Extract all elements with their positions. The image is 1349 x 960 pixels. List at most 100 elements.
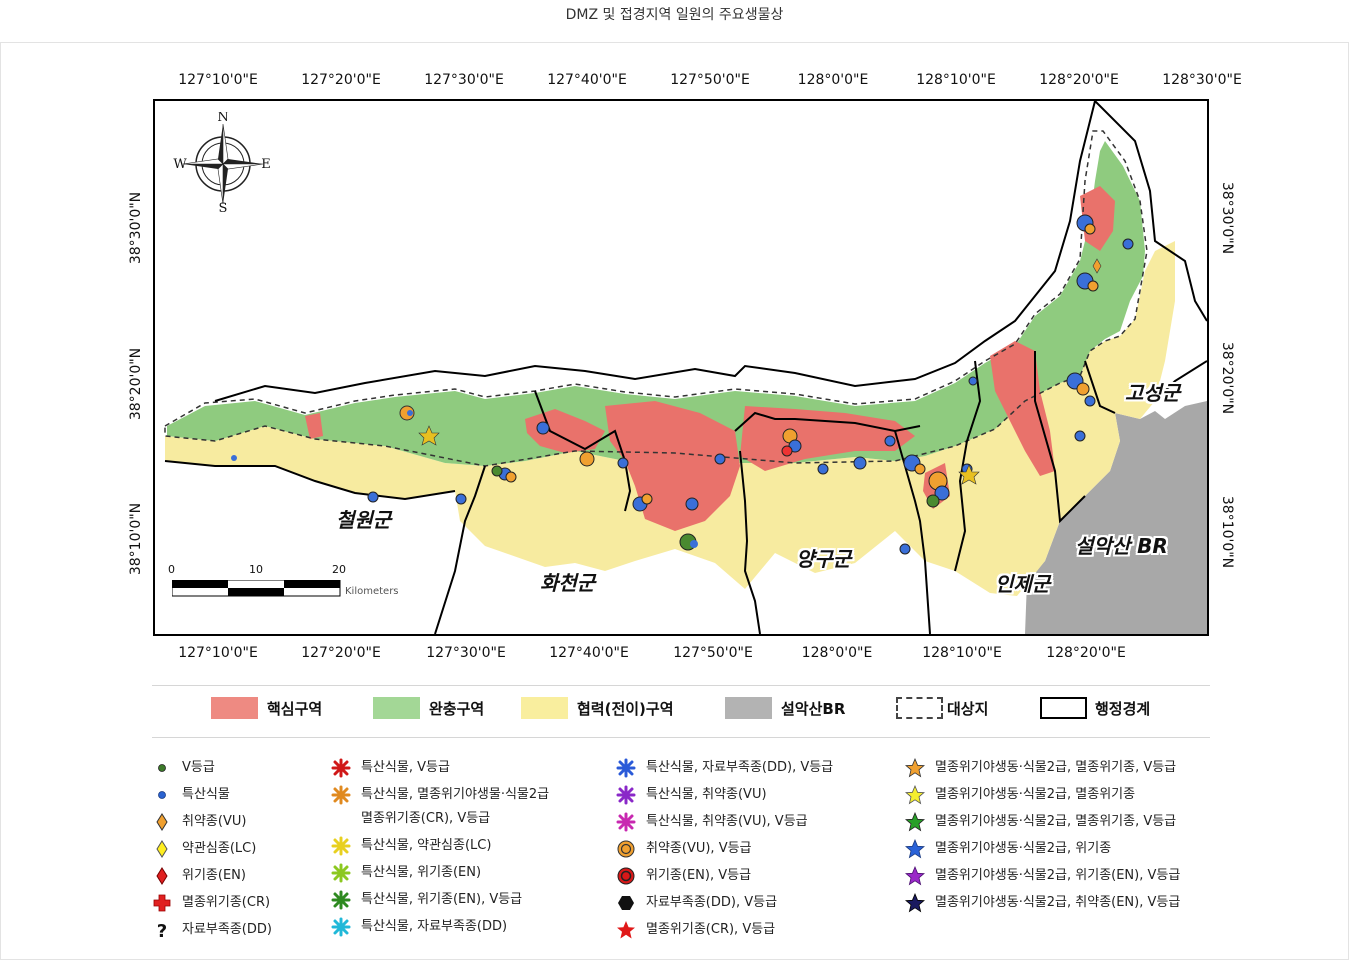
symbol-legend: V등급 특산식물 취약종(VU) 약관심종(LC) 위기종(EN) 멸종위기종(…: [0, 752, 1349, 952]
county-label-yanggu: 양구군: [796, 547, 852, 571]
legend-label: 특산식물, 멸종위기야생물·식물2급: [361, 787, 550, 802]
lon-label-top: 128°20'0"E: [1039, 72, 1119, 88]
lon-label-bottom: 128°0'0"E: [801, 645, 873, 661]
legend-label: 행정경계: [1095, 699, 1151, 718]
legend-seoraksan: 설악산BR: [725, 697, 845, 719]
lon-label-top: 127°30'0"E: [424, 72, 504, 88]
legend-label: 멸종위기야생동·식물2급, 위기종: [935, 841, 1112, 856]
legend-swatch-transition: [521, 697, 568, 719]
legend-item: 멸종위기야생동·식물2급, 멸종위기종: [905, 785, 1135, 808]
legend-label: 자료부족종(DD), V등급: [646, 895, 778, 910]
legend-item: 약관심종(LC): [152, 839, 256, 862]
compass-south: S: [219, 201, 228, 212]
legend-label: 특산식물, 자료부족종(DD), V등급: [646, 760, 834, 775]
legend-label: 자료부족종(DD): [182, 922, 272, 937]
legend-item: 취약종(VU): [152, 812, 246, 835]
legend-swatch-core: [211, 697, 258, 719]
zone-legend: 핵심구역 완충구역 협력(전이)구역 설악산BR 대상지 행정경계: [0, 697, 1349, 727]
burst-blue-icon: [616, 758, 636, 778]
diamond-orange-icon: [152, 812, 172, 832]
legend-label: 위기종(EN), V등급: [646, 868, 752, 883]
lon-label-bottom: 127°50'0"E: [673, 645, 753, 661]
legend-item: 위기종(EN): [152, 866, 246, 889]
legend-label: 멸종위기종(CR), V등급: [646, 922, 776, 937]
legend-label: 협력(전이)구역: [577, 699, 674, 718]
lat-label-left: 38°10'0"N: [128, 502, 144, 576]
hexagon-black-icon: [616, 893, 636, 913]
star-orange-icon: [905, 758, 925, 778]
small-dot-blue-icon: [152, 785, 172, 805]
legend-label: 특산식물: [182, 787, 230, 802]
core-zone: [1080, 186, 1115, 251]
legend-item: 특산식물, 약관심종(LC): [331, 836, 491, 859]
star-blue-icon: [905, 839, 925, 859]
legend-label: 특산식물, 취약종(VU), V등급: [646, 814, 808, 829]
burst-lime-icon: [331, 863, 351, 883]
star-navy-icon: [905, 893, 925, 913]
legend-label: 멸종위기야생동·식물2급, 멸종위기종, V등급: [935, 814, 1177, 829]
lon-label-top: 127°20'0"E: [301, 72, 381, 88]
legend-item: 멸종위기야생동·식물2급, 위기종: [905, 839, 1111, 862]
legend-item: 특산식물, 취약종(VU): [616, 785, 767, 808]
cross-red-icon: [152, 893, 172, 913]
burst-cyan-icon: [331, 917, 351, 937]
legend-admin-boundary: 행정경계: [1040, 697, 1150, 719]
legend-label: 특산식물, V등급: [361, 760, 450, 775]
legend-label: 특산식물, 약관심종(LC): [361, 838, 492, 853]
lon-label-top: 127°50'0"E: [670, 72, 750, 88]
legend-item: 특산식물, 위기종(EN): [331, 863, 481, 886]
core-zone: [990, 341, 1055, 476]
legend-label: 완충구역: [429, 699, 485, 718]
buffer-zone: [167, 141, 1145, 466]
star-purple-icon: [905, 866, 925, 886]
legend-core: 핵심구역: [211, 697, 322, 719]
legend-label: 위기종(EN): [182, 868, 246, 883]
legend-label: 멸종위기야생동·식물2급, 멸종위기종, V등급: [935, 760, 1177, 775]
compass-north: N: [217, 112, 228, 125]
ring-orange-icon: [616, 839, 636, 859]
diamond-red-icon: [152, 866, 172, 886]
compass-rose-icon: N S W E: [173, 110, 273, 216]
legend-item: 위기종(EN), V등급: [616, 866, 751, 889]
star-green-icon: [905, 812, 925, 832]
legend-swatch-study-area: [896, 697, 943, 719]
ring-red-icon: [616, 866, 636, 886]
lon-label-bottom: 127°10'0"E: [178, 645, 258, 661]
legend-item: 멸종위기야생동·식물2급, 취약종(EN), V등급: [905, 893, 1180, 916]
legend-item: V등급: [152, 758, 215, 781]
lon-label-top: 128°30'0"E: [1162, 72, 1242, 88]
burst-red-icon: [331, 758, 351, 778]
legend-label: 멸종위기야생동·식물2급, 멸종위기종: [935, 787, 1136, 802]
legend-item: 멸종위기야생동·식물2급, 멸종위기종, V등급: [905, 758, 1176, 781]
legend-divider: [152, 737, 1210, 738]
lon-label-bottom: 127°40'0"E: [549, 645, 629, 661]
legend-swatch-seoraksan: [725, 697, 772, 719]
lat-label-right: 38°30'0"N: [1219, 181, 1235, 255]
legend-item: 특산식물: [152, 785, 230, 808]
scale-tick: 10: [249, 563, 263, 576]
legend-label: V등급: [182, 760, 215, 775]
legend-item: 멸종위기종(CR): [152, 893, 270, 916]
legend-item: 멸종위기야생동·식물2급, 멸종위기종, V등급: [905, 812, 1176, 835]
county-label-goseong: 고성군: [1125, 381, 1181, 405]
lon-label-top: 128°10'0"E: [916, 72, 996, 88]
lat-label-left: 38°20'0"N: [128, 347, 144, 421]
legend-item: 특산식물, 멸종위기야생물·식물2급: [331, 785, 549, 808]
compass-west: W: [173, 157, 187, 172]
legend-item: 특산식물, 위기종(EN), V등급: [331, 890, 522, 913]
legend-swatch-admin-boundary: [1040, 697, 1087, 719]
question-black-icon: ?: [152, 920, 172, 940]
scale-tick: 20: [332, 563, 346, 576]
lat-label-left: 38°30'0"N: [128, 191, 144, 265]
map-frame: [153, 99, 1209, 636]
legend-label: 핵심구역: [267, 699, 323, 718]
legend-item: 특산식물, V등급: [331, 758, 450, 781]
lon-label-top: 127°40'0"E: [547, 72, 627, 88]
legend-item: 멸종위기야생동·식물2급, 위기종(EN), V등급: [905, 866, 1180, 889]
burst-magenta-icon: [616, 812, 636, 832]
county-label-cheorwon: 철원군: [336, 508, 392, 532]
legend-item: 특산식물, 취약종(VU), V등급: [616, 812, 808, 835]
lon-label-bottom: 128°10'0"E: [922, 645, 1002, 661]
legend-study-area: 대상지: [896, 697, 988, 719]
seoraksan-br-area: [1025, 401, 1207, 634]
